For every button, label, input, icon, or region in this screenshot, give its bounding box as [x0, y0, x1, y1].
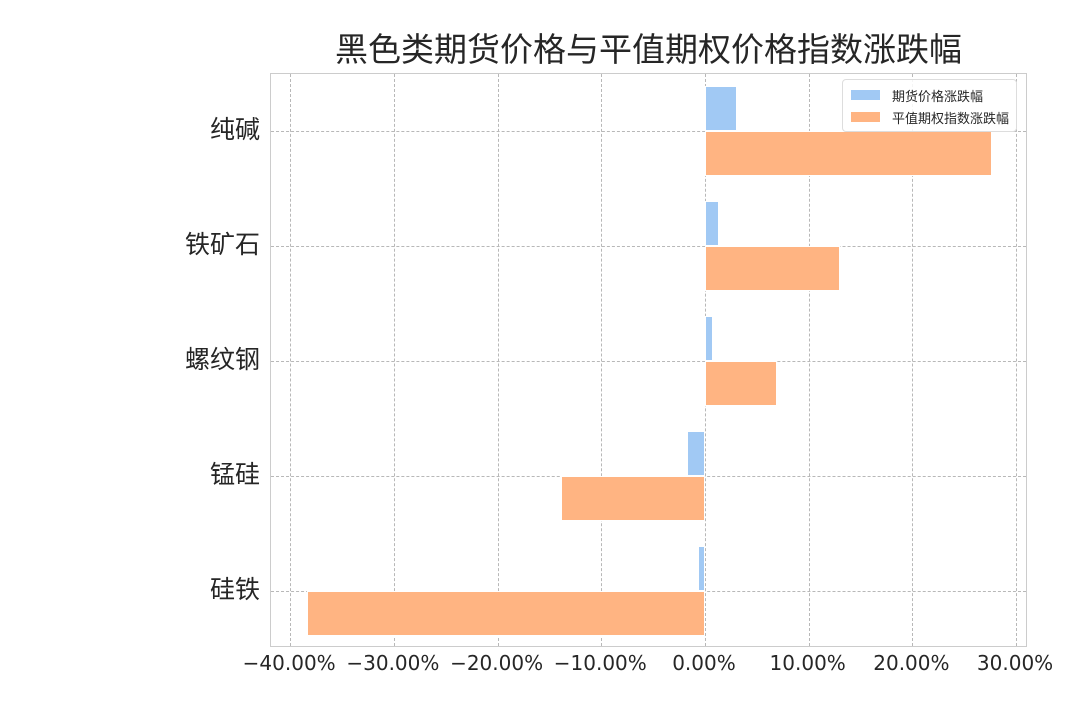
y-gridline [271, 131, 1026, 132]
bar-futures [704, 201, 720, 246]
x-gridline [393, 74, 395, 646]
x-tick-label: −30.00% [346, 651, 440, 675]
bar-futures [704, 316, 714, 361]
chart-title: 黑色类期货价格与平值期权价格指数涨跌幅 [335, 30, 962, 69]
bar-options [704, 246, 840, 291]
y-tick-label: 螺纹钢 [184, 345, 260, 374]
legend: 期货价格涨跌幅 平值期权指数涨跌幅 [841, 79, 1017, 132]
x-tick-label: 30.00% [976, 651, 1054, 675]
x-tick-label: −20.00% [450, 651, 544, 675]
bar-options [704, 361, 777, 406]
y-gridline [271, 246, 1026, 247]
x-gridline [1016, 74, 1018, 646]
x-tick-label: −10.00% [553, 651, 647, 675]
y-tick-label: 铁矿石 [184, 230, 260, 259]
bar-futures [687, 431, 705, 476]
x-gridline [601, 74, 603, 646]
bar-futures [697, 546, 705, 591]
legend-item-futures: 期货价格涨跌幅 [850, 84, 1009, 106]
x-gridline [808, 74, 810, 646]
y-tick-label: 纯碱 [209, 115, 260, 144]
x-gridline [290, 74, 292, 646]
legend-swatch-futures [850, 90, 880, 100]
bar-options [704, 131, 993, 176]
x-tick-label: 20.00% [873, 651, 950, 675]
legend-label-futures: 期货价格涨跌幅 [891, 89, 983, 105]
legend-item-options: 平值期权指数涨跌幅 [850, 106, 1009, 128]
legend-swatch-options [850, 112, 880, 122]
x-tick-label: 10.00% [769, 651, 846, 675]
x-tick-label: −40.00% [242, 651, 336, 675]
y-tick-label: 硅铁 [209, 575, 260, 604]
y-tick-label: 锰硅 [209, 460, 260, 489]
x-gridline [497, 74, 499, 646]
legend-label-options: 平值期权指数涨跌幅 [891, 111, 1009, 127]
bar-futures [704, 86, 738, 131]
y-gridline [271, 361, 1026, 362]
x-tick-label: 0.00% [672, 651, 736, 675]
plot-area: 期货价格涨跌幅 平值期权指数涨跌幅 [270, 73, 1027, 647]
bar-options [306, 591, 705, 636]
x-gridline [912, 74, 914, 646]
bar-options [560, 476, 705, 521]
